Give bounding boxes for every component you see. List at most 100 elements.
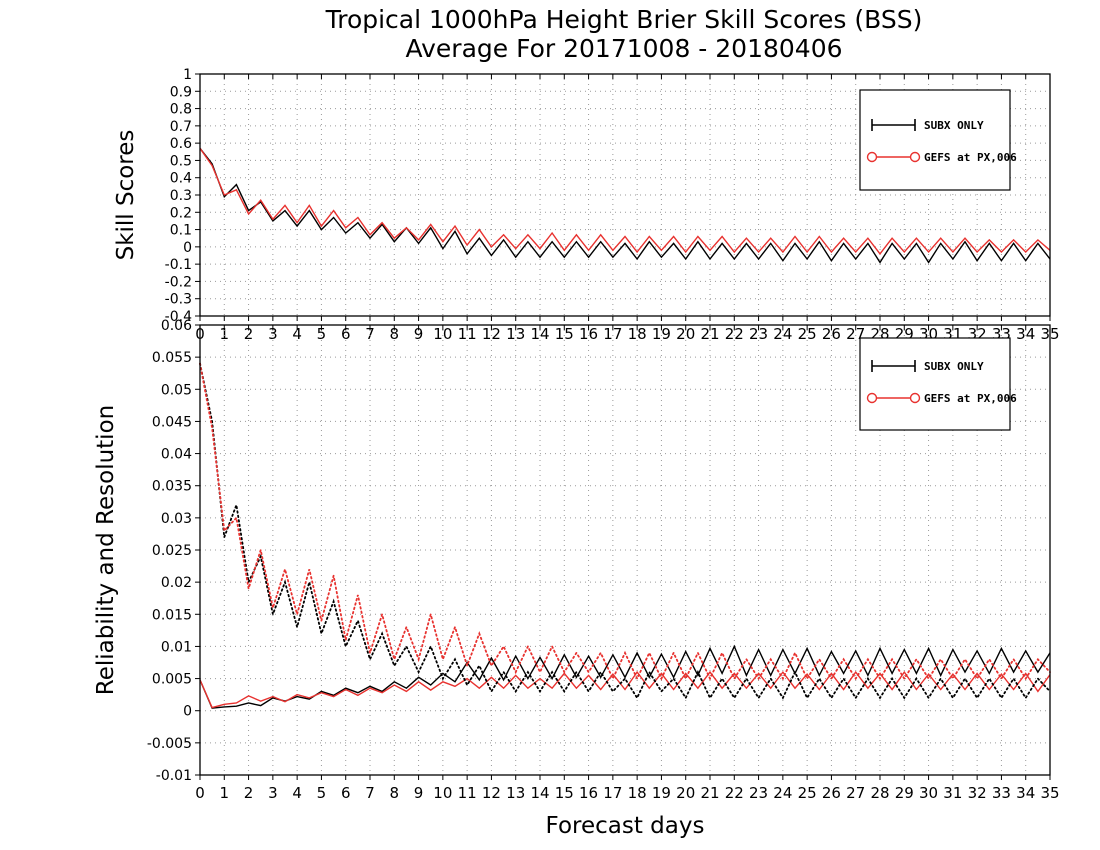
relres-x-tick-label: 34 xyxy=(1016,784,1035,802)
relres-y-tick-label: 0.055 xyxy=(152,350,192,366)
relres-x-tick-label: 25 xyxy=(798,784,817,802)
relres-x-tick-label: 0 xyxy=(195,784,205,802)
skill-x-tick-label: 11 xyxy=(458,325,477,343)
relres-x-tick-label: 7 xyxy=(365,784,375,802)
skill-x-tick-label: 10 xyxy=(433,325,452,343)
skill-x-tick-label: 19 xyxy=(652,325,671,343)
skill-series-line-0 xyxy=(199,147,1051,264)
relres-x-tick-label: 11 xyxy=(458,784,477,802)
skill-x-tick-label: 13 xyxy=(506,325,525,343)
legend-label-1: GEFS at PX,006 xyxy=(924,392,1017,405)
chart-title-line2: Average For 20171008 - 20180406 xyxy=(405,34,842,63)
skill-x-tick-label: 20 xyxy=(676,325,695,343)
skill-scores-panel: 10.90.80.70.60.50.40.30.20.10-0.1-0.2-0.… xyxy=(113,67,1060,343)
relres-series-line-1 xyxy=(199,670,1051,709)
skill-x-tick-label: 25 xyxy=(798,325,817,343)
relres-x-tick-label: 5 xyxy=(317,784,327,802)
skill-x-tick-label: 1 xyxy=(220,325,230,343)
relres-x-tick-label: 15 xyxy=(555,784,574,802)
relres-series-line-0 xyxy=(199,644,1051,709)
relres-x-tick-label: 17 xyxy=(603,784,622,802)
relres-x-tick-label: 16 xyxy=(579,784,598,802)
relres-y-tick-label: 0.05 xyxy=(161,382,192,398)
relres-x-tick-label: 14 xyxy=(530,784,549,802)
relres-y-tick-label: 0 xyxy=(183,704,192,720)
skill-x-tick-label: 14 xyxy=(530,325,549,343)
skill-y-tick-label: 0.7 xyxy=(170,119,192,135)
relres-series-line-3 xyxy=(199,362,1051,681)
skill-y-tick-label: 0.3 xyxy=(170,188,192,204)
skill-x-tick-label: 24 xyxy=(773,325,792,343)
relres-x-tick-label: 2 xyxy=(244,784,254,802)
relres-y-tick-label: 0.03 xyxy=(161,511,192,527)
skill-x-tick-label: 22 xyxy=(725,325,744,343)
legend-marker-circle xyxy=(866,392,878,404)
legend-marker-circle xyxy=(909,392,921,404)
relres-y-tick-label: 0.025 xyxy=(152,543,192,559)
skill-x-tick-label: 7 xyxy=(365,325,375,343)
skill-x-tick-label: 21 xyxy=(700,325,719,343)
skill-x-tick-label: 8 xyxy=(390,325,400,343)
legend-marker-circle xyxy=(909,151,921,163)
skill-y-tick-label: 0 xyxy=(183,240,192,256)
relres-y-tick-label: -0.005 xyxy=(147,736,192,752)
skill-x-tick-label: 16 xyxy=(579,325,598,343)
relres-y-tick-label: 0.045 xyxy=(152,414,192,430)
skill-y-tick-label: -0.1 xyxy=(165,257,192,273)
relres-x-tick-label: 19 xyxy=(652,784,671,802)
skill-x-tick-label: 6 xyxy=(341,325,351,343)
relres-y-tick-label: 0.02 xyxy=(161,575,192,591)
legend-marker-circle xyxy=(866,151,878,163)
skill-legend: SUBX ONLY GEFS at PX,006 xyxy=(859,89,1017,191)
relres-x-tick-label: 31 xyxy=(943,784,962,802)
relres-x-tick-label: 20 xyxy=(676,784,695,802)
skill-y-tick-label: 0.6 xyxy=(170,136,192,152)
relres-x-tick-label: 23 xyxy=(749,784,768,802)
reliability-resolution-panel: 0.060.0550.050.0450.040.0350.030.0250.02… xyxy=(93,318,1060,839)
skill-x-tick-label: 9 xyxy=(414,325,424,343)
relres-y-axis-label: Reliability and Resolution xyxy=(93,405,119,695)
skill-y-tick-label: 0.1 xyxy=(170,223,192,239)
skill-y-tick-label: 0.2 xyxy=(170,205,192,221)
relres-x-tick-label: 28 xyxy=(870,784,889,802)
relres-x-tick-label: 6 xyxy=(341,784,351,802)
skill-x-tick-label: 26 xyxy=(822,325,841,343)
skill-y-tick-label: 1 xyxy=(183,67,192,83)
skill-x-tick-label: 3 xyxy=(268,325,278,343)
chart-title-line1: Tropical 1000hPa Height Brier Skill Scor… xyxy=(325,5,923,34)
relres-x-tick-label: 30 xyxy=(919,784,938,802)
legend-label-1: GEFS at PX,006 xyxy=(924,151,1017,164)
relres-x-tick-label: 4 xyxy=(292,784,302,802)
relres-y-tick-label: 0.035 xyxy=(152,479,192,495)
skill-x-tick-label: 15 xyxy=(555,325,574,343)
skill-y-tick-label: 0.5 xyxy=(170,153,192,169)
skill-y-tick-label: -0.2 xyxy=(165,274,192,290)
relres-series-line-2 xyxy=(199,362,1051,700)
relres-x-tick-label: 22 xyxy=(725,784,744,802)
relres-x-tick-label: 3 xyxy=(268,784,278,802)
relres-x-tick-label: 12 xyxy=(482,784,501,802)
relres-x-tick-label: 27 xyxy=(846,784,865,802)
skill-y-tick-label: 0.9 xyxy=(170,84,192,100)
skill-y-tick-label: -0.4 xyxy=(165,309,192,325)
relres-y-tick-label: 0.01 xyxy=(161,639,192,655)
skill-y-tick-label: 0.8 xyxy=(170,102,192,118)
skill-series-line-1 xyxy=(199,147,1051,255)
skill-x-tick-label: 5 xyxy=(317,325,327,343)
skill-x-tick-label: 2 xyxy=(244,325,254,343)
skill-x-tick-label: 18 xyxy=(628,325,647,343)
relres-x-tick-label: 24 xyxy=(773,784,792,802)
relres-y-tick-label: 0.015 xyxy=(152,607,192,623)
skill-x-tick-label: 12 xyxy=(482,325,501,343)
relres-x-tick-label: 35 xyxy=(1040,784,1059,802)
relres-x-tick-label: 32 xyxy=(968,784,987,802)
skill-x-tick-label: 23 xyxy=(749,325,768,343)
relres-y-tick-label: -0.01 xyxy=(156,768,192,784)
legend-label-0: SUBX ONLY xyxy=(924,119,984,132)
relres-y-tick-label: 0.04 xyxy=(161,447,192,463)
relres-y-tick-label: 0.005 xyxy=(152,672,192,688)
skill-x-tick-label: 4 xyxy=(292,325,302,343)
relres-x-tick-label: 26 xyxy=(822,784,841,802)
relres-x-tick-label: 1 xyxy=(220,784,230,802)
